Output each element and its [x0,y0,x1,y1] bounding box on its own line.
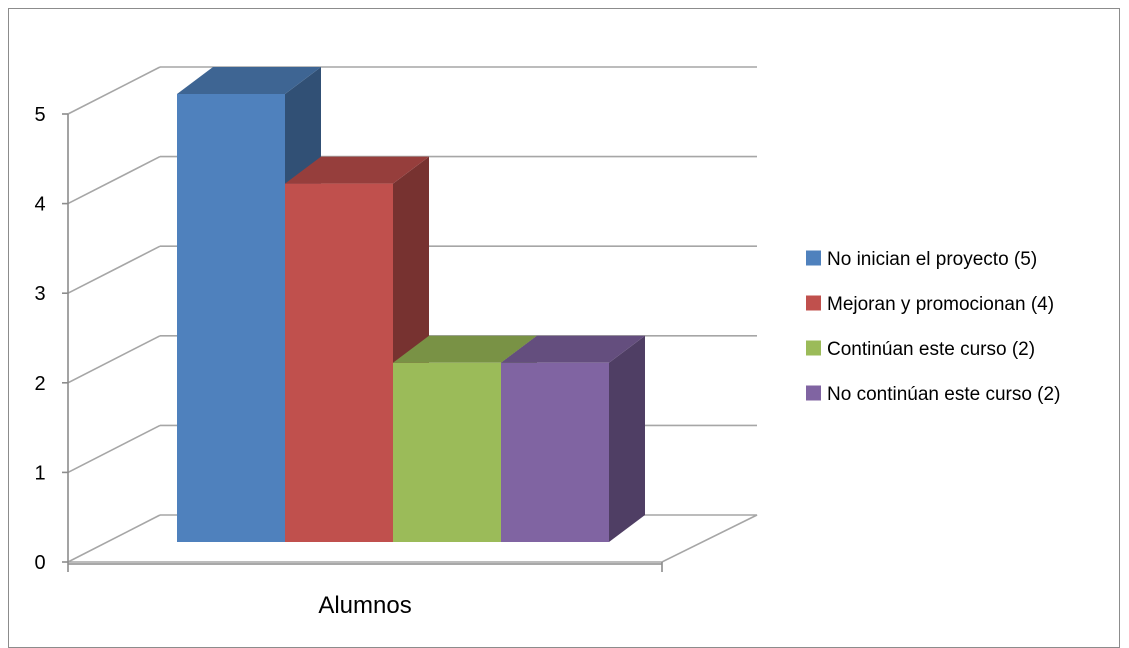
legend-item: Mejoran y promocionan (4) [806,294,1054,315]
gridline-side [67,424,161,474]
gridline-side [67,245,161,294]
y-tick-label: 3 [34,283,45,305]
bar-front-face [393,362,501,542]
legend-label: No continúan este curso (2) [827,384,1060,405]
legend-swatch [806,385,821,401]
bar-top-face [177,67,321,94]
legend-label: Continúan este curso (2) [827,339,1035,360]
bar-top-face [501,335,645,363]
x-category-label: Alumnos [318,592,411,619]
gridline-side [67,155,161,205]
legend-swatch [806,250,821,266]
legend-item: No inician el proyecto (5) [806,249,1037,270]
y-tick-label: 0 [34,552,45,574]
x-category-labels: Alumnos [318,592,411,619]
y-tick-label: 1 [34,462,45,484]
gridline-side [67,514,161,563]
y-tick-label: 2 [34,373,45,395]
bar-front-face [285,183,393,542]
bars [177,67,645,542]
legend-label: Mejoran y promocionan (4) [827,294,1054,315]
legend-item: Continúan este curso (2) [806,339,1035,360]
bar-2 [285,156,429,542]
legend-swatch [806,340,821,356]
y-tick-labels: 0 1 2 3 4 5 [34,104,45,574]
bar-top-face [393,335,537,363]
y-tick-label: 4 [34,194,45,216]
legend-label: No inician el proyecto (5) [827,249,1037,270]
bar-chart-3d: 0 1 2 3 4 5 Alumnos No inician el proyecto (5… [34,66,1060,619]
y-tick-label: 5 [34,104,45,126]
value-axis [62,113,663,572]
legend-item: No continúan este curso (2) [806,384,1060,405]
bar-front-face [501,362,609,542]
gridline-side [67,66,161,115]
bar-4 [501,335,645,542]
bar-side-face [609,335,645,542]
bar-front-face [177,94,285,542]
legend: No inician el proyecto (5) Mejoran y prom… [806,249,1060,405]
gridline-side [67,335,161,384]
legend-swatch [806,295,821,311]
bar-top-face [285,156,429,184]
